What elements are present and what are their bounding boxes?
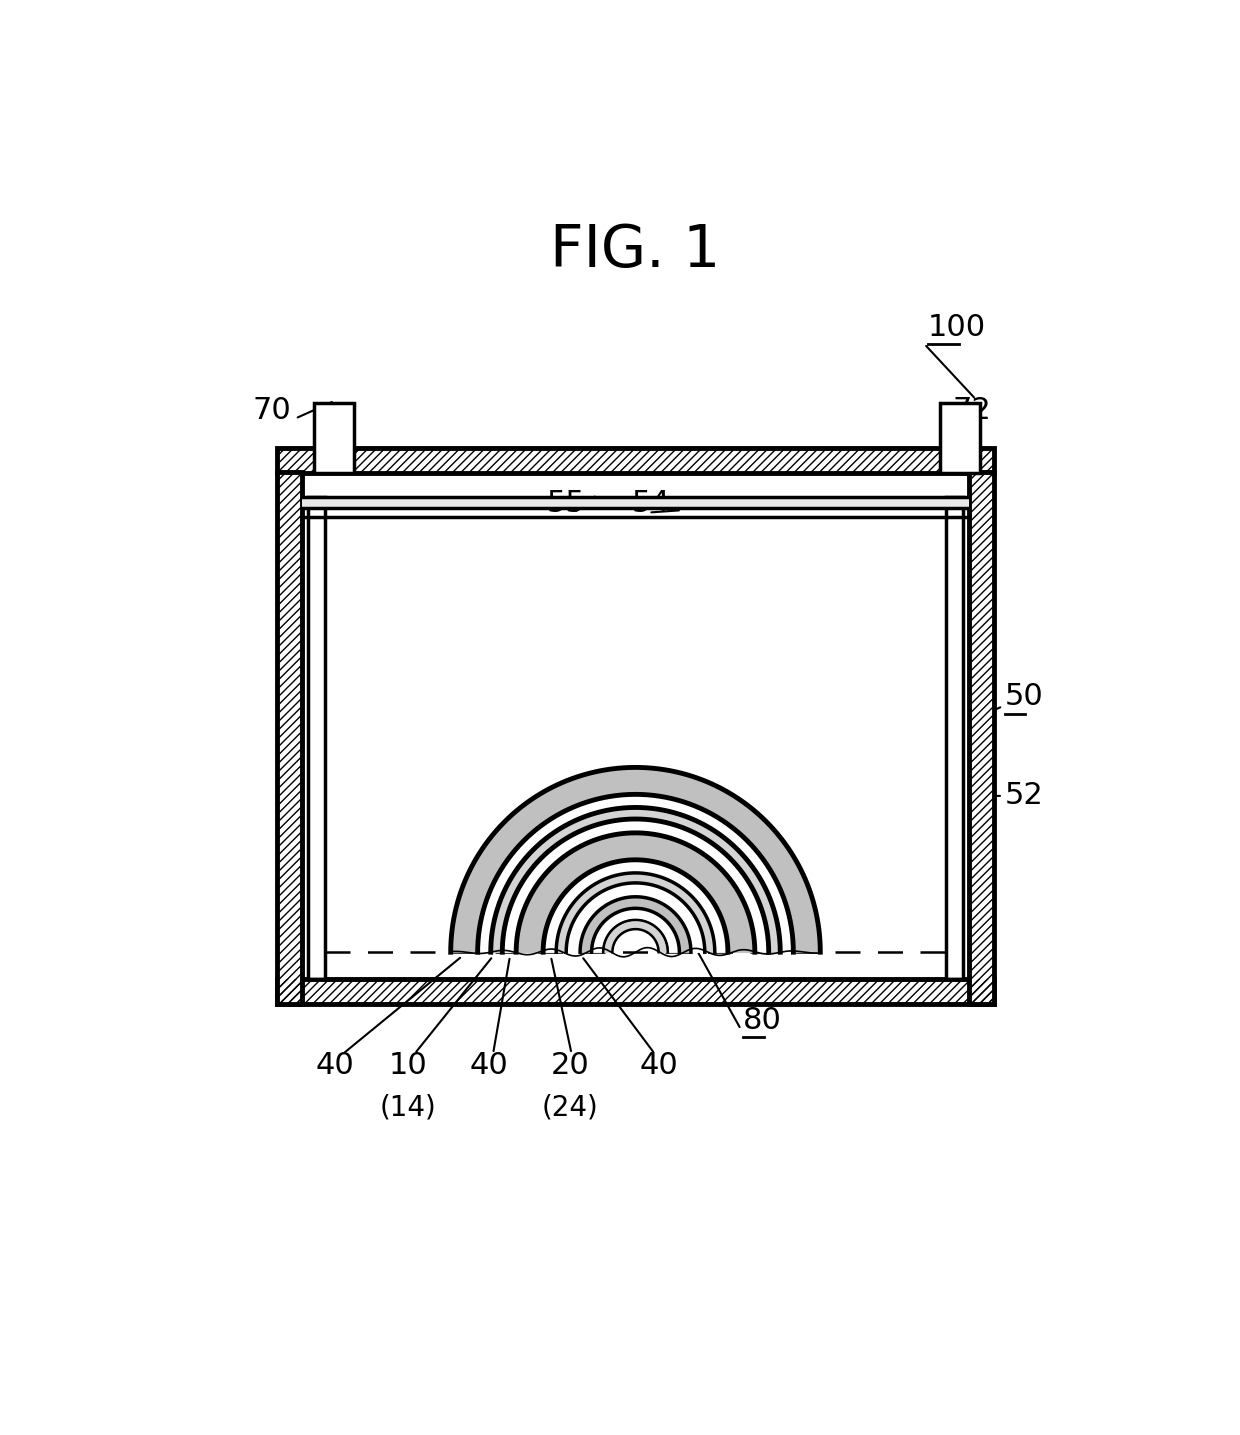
Text: 40: 40	[316, 1050, 355, 1081]
Text: 10: 10	[389, 1050, 428, 1081]
Bar	[946, 497, 962, 979]
Polygon shape	[591, 908, 680, 953]
Polygon shape	[516, 832, 755, 953]
Polygon shape	[502, 819, 769, 953]
Bar	[278, 472, 303, 1004]
Polygon shape	[477, 795, 794, 953]
Text: 100: 100	[928, 313, 986, 342]
Polygon shape	[543, 860, 728, 953]
Text: 55: 55	[547, 489, 585, 518]
Bar	[968, 472, 993, 1004]
Bar	[309, 497, 325, 979]
Polygon shape	[491, 808, 780, 953]
Text: 40: 40	[640, 1050, 678, 1081]
Text: 52: 52	[1006, 782, 1044, 811]
Polygon shape	[580, 897, 691, 953]
Bar	[968, 472, 993, 1004]
Text: 80: 80	[743, 1006, 782, 1035]
Text: FIG. 1: FIG. 1	[551, 222, 720, 280]
Bar	[940, 403, 980, 472]
Bar	[303, 497, 968, 505]
Text: 70: 70	[253, 396, 291, 425]
Polygon shape	[603, 920, 668, 953]
Text: (24): (24)	[542, 1093, 599, 1122]
Bar	[278, 979, 993, 1004]
Bar	[278, 448, 993, 472]
Polygon shape	[567, 883, 704, 953]
Bar	[278, 979, 993, 1004]
Bar	[315, 403, 355, 472]
Polygon shape	[557, 872, 714, 953]
Text: 20: 20	[551, 1050, 589, 1081]
Text: 72: 72	[952, 396, 991, 425]
Bar	[303, 497, 968, 508]
Polygon shape	[450, 768, 821, 953]
Text: 54: 54	[631, 489, 671, 518]
Bar	[278, 472, 303, 1004]
Text: 50: 50	[1006, 682, 1044, 712]
Bar	[278, 448, 993, 472]
Text: 40: 40	[470, 1050, 508, 1081]
Text: (14): (14)	[379, 1093, 436, 1122]
